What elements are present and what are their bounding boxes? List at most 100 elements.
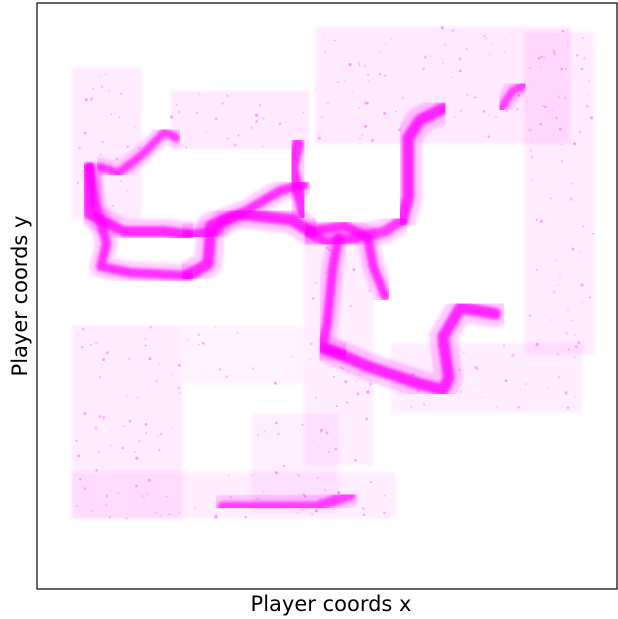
- density-point: [290, 355, 294, 359]
- density-point: [185, 338, 189, 342]
- density-point: [262, 145, 264, 148]
- density-point: [474, 96, 477, 99]
- density-point: [473, 384, 476, 386]
- density-region: [524, 32, 594, 355]
- density-point: [357, 61, 361, 65]
- density-point: [336, 81, 340, 84]
- density-point: [81, 346, 84, 349]
- density-point: [352, 383, 354, 386]
- density-point: [572, 142, 576, 146]
- density-point: [325, 431, 329, 435]
- density-point: [251, 367, 255, 370]
- density-point: [335, 405, 338, 408]
- density-point: [519, 389, 521, 391]
- density-point: [378, 73, 382, 76]
- density-point: [483, 34, 486, 38]
- density-point: [237, 134, 240, 137]
- density-point: [390, 37, 393, 40]
- density-point: [145, 432, 148, 435]
- corridor-density-group: [76, 75, 534, 520]
- corridor-core: [396, 102, 449, 226]
- density-point: [354, 458, 357, 462]
- density-point: [355, 379, 359, 383]
- density-point: [583, 56, 586, 60]
- density-point: [370, 138, 375, 143]
- density-point: [378, 50, 382, 54]
- density-point: [98, 415, 102, 418]
- density-point: [329, 39, 331, 42]
- density-point: [105, 351, 109, 355]
- density-point: [278, 122, 282, 125]
- density-point: [580, 283, 584, 287]
- density-point: [117, 492, 120, 495]
- density-point: [102, 415, 105, 419]
- density-point: [575, 260, 578, 263]
- density-point: [550, 197, 552, 200]
- density-point: [503, 50, 507, 54]
- density-point: [460, 390, 463, 394]
- density-point: [556, 352, 560, 356]
- density-point: [561, 29, 565, 33]
- density-point: [383, 111, 387, 116]
- density-point: [421, 67, 426, 71]
- density-point: [314, 86, 318, 90]
- density-point: [548, 196, 552, 200]
- density-point: [361, 506, 366, 511]
- density-point: [358, 64, 361, 67]
- density-point: [556, 239, 558, 242]
- density-point: [251, 474, 254, 477]
- corridor-core: [321, 301, 501, 396]
- density-point: [480, 396, 483, 399]
- density-point: [574, 396, 577, 398]
- density-point: [104, 503, 108, 507]
- density-point: [134, 450, 137, 453]
- density-point: [564, 391, 568, 395]
- density-point: [225, 375, 229, 379]
- density-point: [581, 37, 584, 40]
- density-point: [577, 341, 581, 344]
- density-point: [564, 331, 569, 335]
- density-point: [560, 160, 563, 163]
- density-point: [362, 513, 366, 516]
- density-point: [326, 101, 330, 105]
- density-point: [197, 333, 201, 337]
- density-point: [110, 113, 113, 115]
- density-point: [311, 296, 315, 300]
- density-point: [344, 380, 348, 384]
- density-point: [348, 63, 352, 67]
- density-point: [367, 73, 370, 76]
- density-point: [126, 145, 129, 148]
- density-point: [488, 52, 492, 56]
- density-point: [433, 73, 436, 75]
- density-point: [95, 341, 98, 345]
- density-point: [451, 28, 455, 32]
- density-point: [127, 357, 131, 361]
- density-point: [580, 67, 584, 71]
- density-point: [370, 481, 372, 483]
- density-point: [401, 97, 404, 100]
- density-point: [577, 293, 580, 296]
- density-point: [588, 296, 592, 299]
- density-point: [571, 247, 574, 250]
- density-point: [394, 110, 397, 113]
- density-point: [255, 120, 259, 123]
- density-point: [159, 432, 163, 436]
- density-point: [102, 467, 105, 469]
- density-point: [554, 259, 557, 263]
- density-point: [113, 112, 116, 114]
- density-point: [547, 387, 549, 389]
- density-point: [79, 478, 82, 481]
- corridor-core: [304, 221, 390, 301]
- density-point: [195, 111, 199, 114]
- density-point: [344, 80, 347, 83]
- density-point: [535, 218, 538, 221]
- density-point: [102, 358, 105, 361]
- density-point: [158, 363, 161, 365]
- density-point: [111, 204, 115, 208]
- density-point: [578, 251, 582, 254]
- density-point: [491, 43, 493, 45]
- density-point: [451, 76, 453, 79]
- density-point: [587, 79, 591, 82]
- density-point: [94, 425, 98, 430]
- density-point: [383, 74, 387, 77]
